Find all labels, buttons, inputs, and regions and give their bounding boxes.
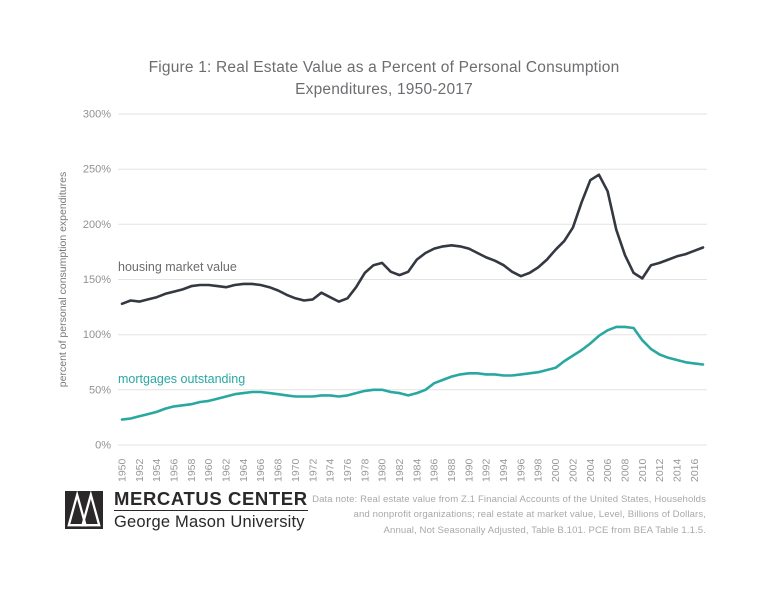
x-tick-label: 1992 — [481, 458, 493, 482]
y-tick-label: 50% — [89, 384, 111, 396]
y-tick-label: 250% — [83, 164, 111, 176]
y-tick-label: 200% — [83, 219, 111, 231]
y-tick-label: 100% — [83, 329, 111, 341]
series-label-0: housing market value — [118, 260, 237, 274]
x-tick-label: 1986 — [429, 458, 441, 482]
x-tick-label: 1958 — [186, 458, 198, 482]
x-tick-label: 1952 — [134, 458, 146, 482]
x-tick-label: 2006 — [602, 458, 614, 482]
mercatus-logo-text: MERCATUS CENTER George Mason University — [114, 489, 308, 532]
x-tick-label: 1996 — [515, 458, 527, 482]
y-tick-label: 0% — [95, 440, 111, 452]
x-tick-label: 2004 — [585, 458, 597, 482]
x-tick-label: 1984 — [411, 458, 423, 482]
x-tick-label: 1990 — [463, 458, 475, 482]
chart-title-wrap: Figure 1: Real Estate Value as a Percent… — [0, 57, 768, 102]
x-tick-label: 2008 — [620, 458, 632, 482]
x-tick-label: 1956 — [169, 458, 181, 482]
y-axis-title: percent of personal consumption expendit… — [57, 172, 69, 387]
mercatus-logo: MERCATUS CENTER George Mason University — [62, 489, 308, 532]
logo-line2: George Mason University — [114, 513, 305, 532]
y-tick-label: 150% — [83, 274, 111, 286]
x-tick-label: 1982 — [394, 458, 406, 482]
x-tick-label: 2014 — [672, 458, 684, 482]
x-tick-label: 1962 — [221, 458, 233, 482]
x-tick-label: 1964 — [238, 458, 250, 482]
x-tick-label: 2012 — [654, 458, 666, 482]
x-tick-label: 2016 — [689, 458, 701, 482]
data-note-line: and nonprofit organizations; real estate… — [353, 509, 706, 521]
x-tick-label: 1960 — [203, 458, 215, 482]
x-tick-label: 1954 — [151, 458, 163, 482]
x-tick-label: 2000 — [550, 458, 562, 482]
x-tick-label: 2002 — [567, 458, 579, 482]
chart-title: Figure 1: Real Estate Value as a Percent… — [148, 59, 620, 99]
data-note-line: Annual, Not Seasonally Adjusted, Table B… — [383, 524, 706, 536]
series-line-0 — [120, 173, 705, 306]
data-note: Data note: Real estate value from Z.1 Fi… — [311, 492, 706, 538]
logo-divider — [114, 510, 308, 512]
x-tick-label: 1970 — [290, 458, 302, 482]
x-tick-label: 1980 — [377, 458, 389, 482]
series-line-1 — [120, 325, 705, 421]
x-tick-label: 1978 — [359, 458, 371, 482]
x-tick-label: 1968 — [273, 458, 285, 482]
mercatus-logo-icon — [65, 491, 103, 530]
x-tick-label: 1966 — [255, 458, 267, 482]
x-tick-label: 1998 — [533, 458, 545, 482]
x-tick-label: 1950 — [117, 458, 129, 482]
x-tick-label: 1972 — [307, 458, 319, 482]
y-tick-label: 300% — [83, 109, 111, 121]
x-tick-label: 1988 — [446, 458, 458, 482]
x-tick-label: 1974 — [325, 458, 337, 482]
data-note-line: Data note: Real estate value from Z.1 Fi… — [312, 494, 706, 505]
logo-line1: MERCATUS CENTER — [114, 488, 308, 509]
x-tick-label: 2010 — [637, 458, 649, 482]
x-tick-label: 1976 — [342, 458, 354, 482]
x-tick-label: 1994 — [498, 458, 510, 482]
series-label-1: mortgages outstanding — [118, 372, 245, 386]
